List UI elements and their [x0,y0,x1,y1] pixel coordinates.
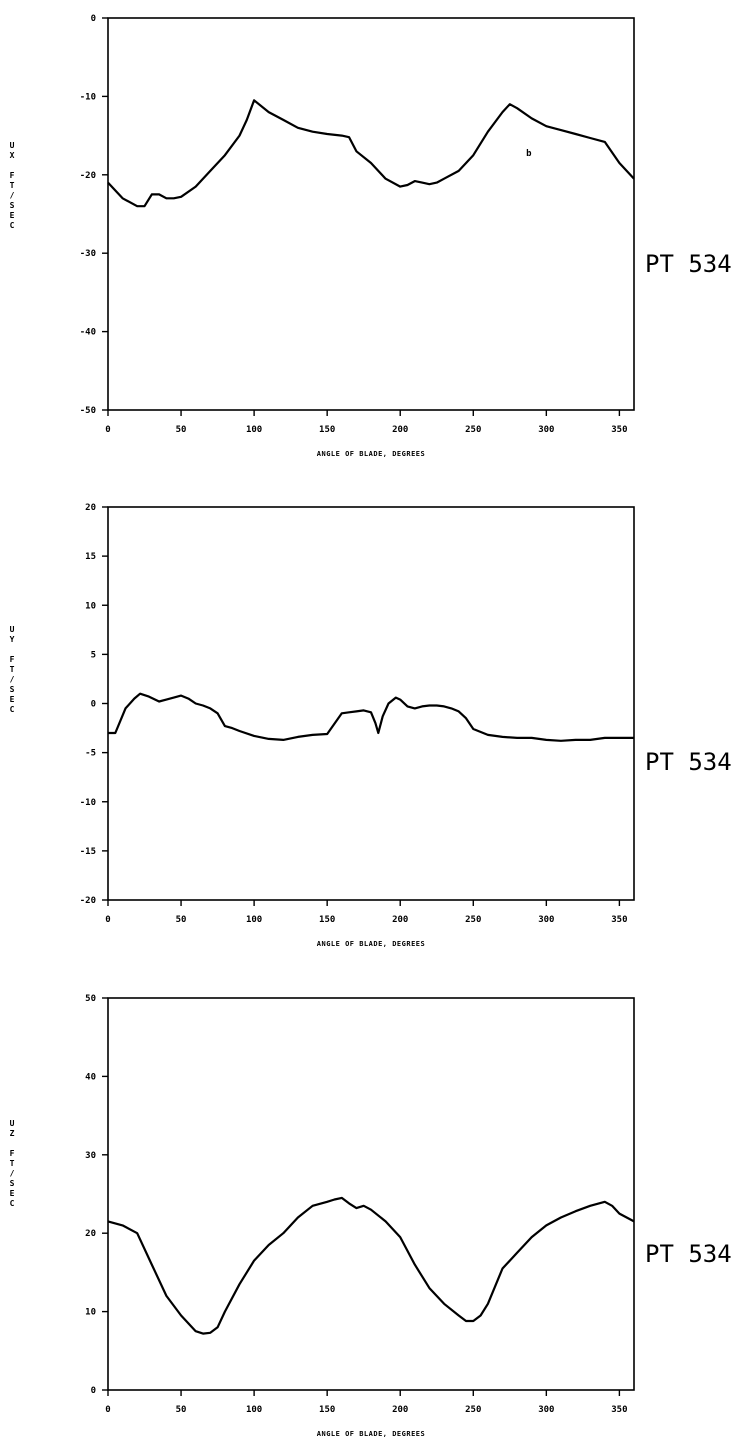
y-axis-label-char: S [10,201,15,210]
x-tick-label: 250 [465,425,481,435]
x-tick-label: 300 [538,425,554,435]
plot-frame [107,17,635,411]
y-tick-label: -10 [80,92,96,102]
x-tick-label: 250 [465,915,481,925]
y-tick-label: 20 [85,1229,96,1239]
series-line [107,99,635,208]
x-tick-label: 100 [246,915,262,925]
x-tick-label: 350 [611,425,627,435]
series-line [107,1196,635,1335]
y-axis-label-char: / [10,191,15,200]
x-tick-label: 200 [392,915,408,925]
y-tick-label: 0 [91,700,96,710]
x-tick-label: 150 [319,1405,335,1415]
y-tick-label: -50 [80,406,96,416]
y-tick-label: 30 [85,1151,96,1161]
series-line [108,692,634,742]
x-tick-label: 300 [538,1405,554,1415]
y-tick-label: -20 [80,896,96,906]
x-tick-label: 0 [105,915,110,925]
x-tick-label: 350 [611,1405,627,1415]
y-axis-label-char: U [10,625,15,634]
x-tick-label: 200 [392,1405,408,1415]
point-label: PT 534 [645,748,732,776]
annotation-text: b [526,149,532,159]
x-tick-label: 200 [392,425,408,435]
y-tick-label: 15 [85,552,96,562]
y-axis-label-char: C [10,1199,15,1208]
y-axis-label-char: T [10,665,15,674]
y-tick-label: 10 [85,1308,96,1318]
y-axis-label-char: Y [10,635,15,644]
y-axis-label-char: T [10,181,15,190]
y-tick-label: 0 [91,14,96,24]
y-tick-label: -5 [85,749,96,759]
y-tick-label: 50 [85,994,96,1004]
y-axis-label-char: X [10,151,15,160]
y-axis-label-char: F [10,1149,15,1158]
y-tick-label: 5 [91,650,96,660]
point-label: PT 534 [645,1240,732,1268]
x-axis-label: ANGLE OF BLADE, DEGREES [317,450,425,458]
y-tick-label: -40 [80,328,96,338]
x-tick-label: 150 [319,915,335,925]
x-tick-label: 50 [176,915,187,925]
x-tick-label: 50 [176,425,187,435]
y-axis-label-char: Z [10,1129,15,1138]
y-axis-label-char: / [10,675,15,684]
y-tick-label: -15 [80,847,96,857]
y-axis-label-char: E [10,1189,15,1198]
x-tick-label: 250 [465,1405,481,1415]
point-label: PT 534 [645,250,732,278]
y-tick-label: 40 [85,1072,96,1082]
y-axis-label-char: C [10,221,15,230]
x-tick-label: 100 [246,1405,262,1415]
x-tick-label: 300 [538,915,554,925]
y-axis-label-char: S [10,685,15,694]
y-axis-label-char: E [10,695,15,704]
x-tick-label: 150 [319,425,335,435]
y-tick-label: -10 [80,798,96,808]
y-tick-label: 0 [91,1386,96,1396]
y-axis-label-char: F [10,655,15,664]
x-axis-label: ANGLE OF BLADE, DEGREES [317,940,425,948]
y-axis-label-char: F [10,171,15,180]
x-tick-label: 50 [176,1405,187,1415]
y-tick-label: -20 [80,171,96,181]
y-axis-label-char: U [10,1119,15,1128]
plot-frame [107,506,635,901]
y-axis-label-char: C [10,705,15,714]
y-axis-label-char: S [10,1179,15,1188]
y-axis-label-char: U [10,141,15,150]
y-axis-label-char: / [10,1169,15,1178]
x-tick-label: 350 [611,915,627,925]
y-axis-label-char: T [10,1159,15,1168]
y-axis-label-char: E [10,211,15,220]
x-tick-label: 0 [105,1405,110,1415]
x-axis-label: ANGLE OF BLADE, DEGREES [317,1430,425,1438]
y-tick-label: -30 [80,249,96,259]
chart-1: 0 50 100 150 200 250 300 350 0 -10 -20 -30 -40 -50 ANG… [10,14,732,458]
plot-frame [107,997,635,1391]
y-tick-label: 20 [85,503,96,513]
chart-2: 0 50 100 150 200 250 300 35020151050-5-10-15-20… [10,503,732,948]
x-tick-label: 0 [105,425,110,435]
x-tick-label: 100 [246,425,262,435]
y-tick-label: 10 [85,601,96,611]
